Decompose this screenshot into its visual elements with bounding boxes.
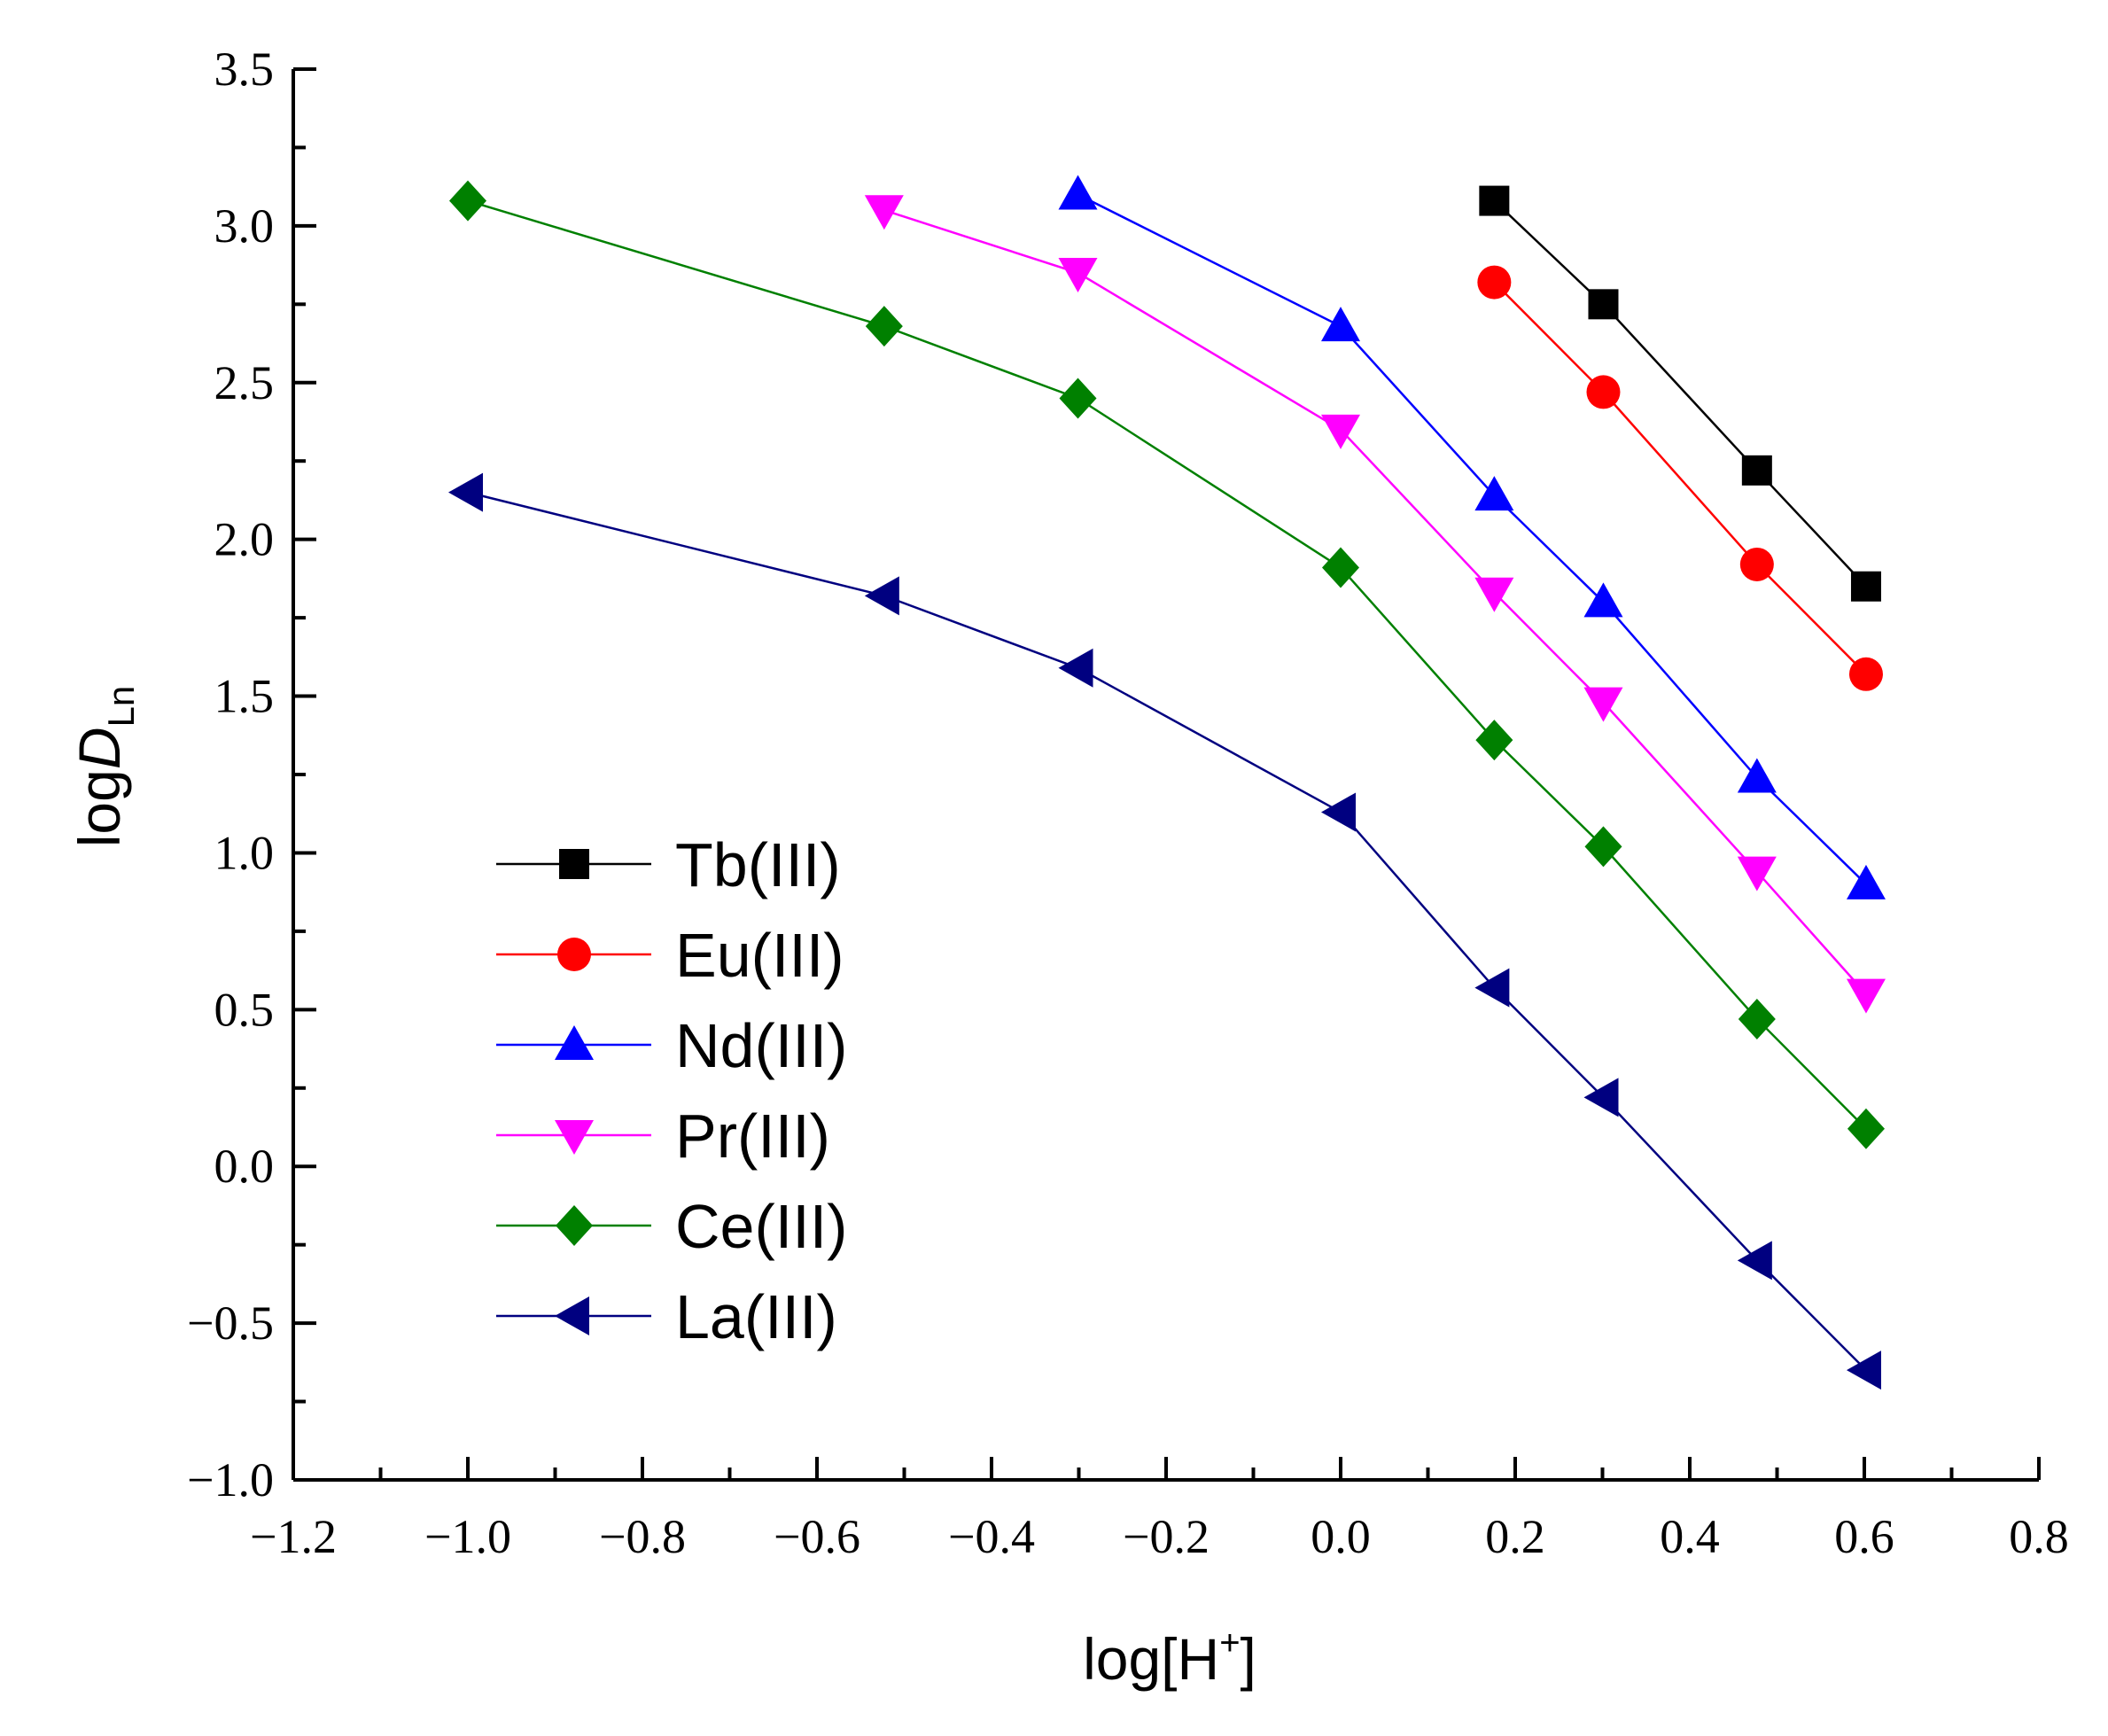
data-point	[1322, 547, 1359, 588]
plot-area	[448, 175, 1886, 1390]
legend-marker	[557, 938, 591, 971]
x-axis-title: log[H+]	[1083, 1623, 1256, 1692]
series-line	[1077, 193, 1867, 885]
legend-item: Pr(III)	[496, 1102, 830, 1171]
legend-marker	[559, 849, 589, 879]
y-tick-label: −0.5	[187, 1296, 274, 1350]
data-point	[1583, 687, 1623, 722]
data-point	[1474, 476, 1514, 511]
legend-marker	[556, 1205, 593, 1246]
legend-label: La(III)	[675, 1282, 837, 1351]
series-nd-iii	[1058, 175, 1886, 899]
x-tick-label: 0.8	[2009, 1510, 2069, 1563]
data-point	[1583, 1078, 1619, 1117]
data-point	[1846, 978, 1886, 1014]
data-point	[865, 306, 903, 347]
data-point	[1588, 289, 1619, 320]
series-ce-iii	[449, 180, 1885, 1149]
legend: Tb(III) Eu(III) Nd(III) Pr(III) Ce(III) La(II…	[496, 830, 847, 1351]
data-point	[1850, 571, 1881, 602]
legend-label: Nd(III)	[675, 1011, 847, 1080]
y-axis-title: logDLn	[66, 686, 142, 847]
legend-marker	[555, 1025, 594, 1060]
data-point	[1586, 375, 1621, 409]
series-tb-iii	[1479, 185, 1881, 602]
legend-item: Tb(III)	[496, 830, 841, 899]
data-point	[1059, 378, 1097, 419]
legend-label: Ce(III)	[675, 1192, 847, 1261]
series-eu-iii	[1477, 265, 1883, 691]
legend-label: Eu(III)	[675, 921, 844, 990]
data-point	[449, 180, 486, 222]
data-point	[1058, 648, 1093, 688]
data-point	[1741, 455, 1772, 486]
x-tick-label: −1.0	[424, 1510, 511, 1563]
data-point	[1321, 307, 1360, 342]
axes: −1.2 −1.0 −0.8 −0.6 −0.4 −0.2 0.0 0.2 0.4 0.6 0.8−…	[187, 43, 2069, 1563]
data-point	[1479, 185, 1510, 216]
x-tick-label: −0.2	[1123, 1510, 1210, 1563]
x-tick-label: 0.0	[1311, 1510, 1371, 1563]
x-tick-label: −0.8	[599, 1510, 686, 1563]
data-point	[1321, 792, 1356, 832]
x-tick-label: −0.4	[948, 1510, 1035, 1563]
y-tick-label: 3.5	[214, 43, 275, 96]
data-point	[1475, 720, 1513, 761]
series-line	[883, 209, 1867, 995]
x-tick-label: 0.4	[1660, 1510, 1720, 1563]
y-tick-label: 1.5	[214, 670, 275, 723]
legend-item: Ce(III)	[496, 1192, 847, 1261]
data-point	[1737, 1241, 1772, 1281]
y-tick-label: 2.0	[214, 513, 275, 566]
legend-label: Tb(III)	[675, 830, 841, 899]
series-line	[467, 491, 1867, 1372]
data-point	[1474, 577, 1514, 612]
data-point	[864, 576, 899, 616]
y-tick-label: 0.5	[214, 983, 275, 1036]
y-tick-label: 2.5	[214, 356, 275, 409]
data-point	[1321, 414, 1360, 449]
data-point	[1846, 864, 1886, 899]
data-point	[1583, 582, 1623, 618]
data-point	[1737, 758, 1777, 793]
data-point	[1474, 968, 1510, 1008]
series-line	[467, 199, 1867, 1130]
legend-item: Eu(III)	[496, 921, 844, 990]
x-tick-label: −1.2	[250, 1510, 337, 1563]
legend-item: Nd(III)	[496, 1011, 847, 1080]
series-line	[1493, 199, 1867, 588]
data-point	[1739, 547, 1774, 581]
y-tick-label: −1.0	[187, 1453, 274, 1506]
data-point	[1058, 175, 1098, 210]
y-tick-label: 3.0	[214, 199, 275, 253]
x-tick-label: −0.6	[774, 1510, 860, 1563]
series-line	[1493, 281, 1867, 675]
x-tick-label: 0.2	[1485, 1510, 1545, 1563]
legend-marker	[555, 1120, 594, 1155]
y-tick-label: 1.0	[214, 826, 275, 879]
data-point	[1848, 657, 1883, 691]
data-point	[1737, 856, 1777, 891]
data-point	[1584, 826, 1622, 868]
legend-marker	[555, 1296, 589, 1335]
series-la-iii	[448, 472, 1881, 1390]
data-point	[1058, 257, 1098, 292]
x-tick-label: 0.6	[1834, 1510, 1894, 1563]
series-pr-iii	[864, 195, 1886, 1014]
data-point	[1477, 265, 1512, 300]
data-point	[448, 472, 483, 512]
data-point	[1847, 1108, 1885, 1149]
y-tick-label: 0.0	[214, 1140, 275, 1193]
data-point	[1846, 1351, 1881, 1390]
data-point	[864, 195, 904, 230]
data-point	[1738, 998, 1776, 1039]
legend-label: Pr(III)	[675, 1102, 830, 1171]
legend-item: La(III)	[496, 1282, 837, 1351]
